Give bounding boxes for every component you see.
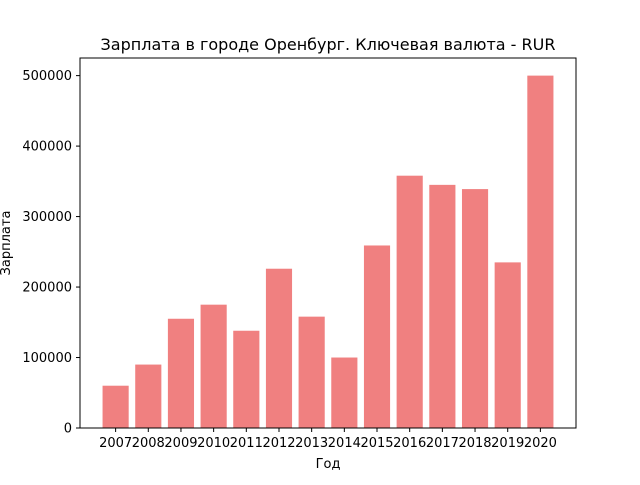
bar-2011 (233, 330, 260, 428)
x-axis-label: Год (316, 457, 341, 472)
x-tick-label: 2008 (132, 436, 165, 451)
bar-2007 (102, 385, 129, 428)
bar-2019 (494, 262, 521, 428)
bar-2010 (200, 304, 227, 428)
bar-2009 (167, 318, 195, 428)
y-tick-label: 0 (64, 422, 72, 437)
y-axis-label: Зарплата (0, 211, 14, 276)
x-tick-label: 2015 (360, 436, 393, 451)
bar-2016 (396, 175, 423, 428)
x-tick-label: 2011 (230, 436, 263, 451)
x-tick-label: 2016 (393, 436, 426, 451)
bar-2013 (298, 316, 325, 428)
x-tick-label: 2013 (295, 436, 328, 451)
plot-frame (79, 57, 577, 429)
x-tick-label: 2020 (524, 436, 557, 451)
x-tick-label: 2014 (328, 436, 361, 451)
y-axis: 0 100000 200000 300000 400000 500000 (22, 69, 80, 437)
x-axis: 2007 2008 2009 2010 2011 2012 2013 2014 2015 2016… (99, 428, 557, 451)
x-tick-label: 2012 (262, 436, 295, 451)
x-tick-label: 2017 (426, 436, 459, 451)
y-tick-label: 400000 (22, 140, 72, 155)
x-tick-label: 2019 (491, 436, 524, 451)
bar-2012 (265, 268, 293, 428)
bar-2020 (527, 75, 554, 429)
y-tick-label: 100000 (22, 351, 72, 366)
bars-group (102, 75, 554, 429)
bar-2017 (429, 184, 456, 428)
x-tick-label: 2007 (99, 436, 132, 451)
bar-2008 (135, 364, 162, 428)
x-tick-label: 2009 (164, 436, 197, 451)
bar-2014 (331, 357, 358, 428)
y-tick-label: 300000 (22, 210, 72, 225)
y-tick-label: 500000 (22, 69, 72, 84)
bar-2015 (363, 245, 391, 428)
x-tick-label: 2010 (197, 436, 230, 451)
chart-title: Зарплата в городе Оренбург. Ключевая вал… (101, 35, 556, 54)
x-tick-label: 2018 (458, 436, 491, 451)
y-tick-label: 200000 (22, 281, 72, 296)
bar-2018 (461, 189, 489, 428)
